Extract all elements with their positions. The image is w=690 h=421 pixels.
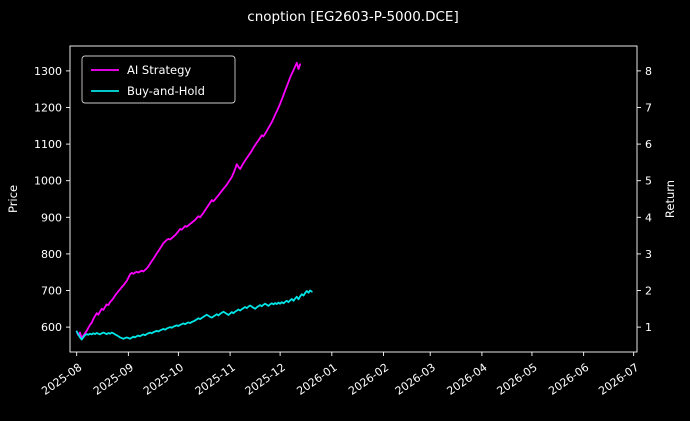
x-tick-label: 2025-12 bbox=[243, 361, 288, 398]
x-tick-label: 2026-06 bbox=[546, 361, 591, 398]
plot-area: 2025-08 2025-09 2025-10 2025-11 2025-12 2026-… bbox=[6, 45, 677, 398]
y-right-tick-label: 2 bbox=[645, 285, 652, 298]
legend-label: Buy-and-Hold bbox=[127, 84, 205, 98]
y-left-tick-label: 1100 bbox=[34, 138, 62, 151]
y-left-tick-label: 600 bbox=[41, 321, 62, 334]
y-axis-label-left: Price bbox=[6, 185, 20, 213]
x-tick-label: 2025-10 bbox=[141, 361, 186, 398]
x-tick-label: 2026-02 bbox=[346, 361, 391, 398]
y-left-tick-label: 900 bbox=[41, 211, 62, 224]
x-tick-label: 2026-01 bbox=[294, 361, 339, 398]
x-tick-label: 2025-09 bbox=[91, 361, 136, 398]
y-right-tick-label: 7 bbox=[645, 101, 652, 114]
x-tick-label: 2026-07 bbox=[596, 361, 641, 398]
y-right-tick-label: 3 bbox=[645, 248, 652, 261]
y-left-tick-label: 800 bbox=[41, 248, 62, 261]
y-left-tick-label: 1300 bbox=[34, 65, 62, 78]
y-axis-label-right: Return bbox=[663, 180, 677, 218]
chart-title: cnoption [EG2603-P-5000.DCE] bbox=[247, 9, 458, 25]
x-tick-label: 2026-04 bbox=[445, 361, 490, 398]
legend-box bbox=[81, 55, 236, 104]
x-tick-label: 2026-05 bbox=[495, 361, 540, 398]
y-left-tick-label: 1000 bbox=[34, 175, 62, 188]
y-right-tick-label: 5 bbox=[645, 175, 652, 188]
x-tick-label: 2026-03 bbox=[393, 361, 438, 398]
y-right-tick-label: 8 bbox=[645, 65, 652, 78]
y-right-tick-label: 6 bbox=[645, 138, 652, 151]
plot-spines bbox=[69, 45, 638, 353]
x-tick-label: 2025-08 bbox=[39, 361, 84, 398]
y-left-tick-label: 1200 bbox=[34, 101, 62, 114]
y-left-tick-label: 700 bbox=[41, 285, 62, 298]
x-tick-label: 2025-11 bbox=[193, 361, 238, 398]
series-line-buy-and-hold bbox=[75, 289, 313, 341]
series-line-ai-strategy bbox=[75, 61, 302, 340]
y-right-tick-label: 1 bbox=[645, 321, 652, 334]
legend-label: AI Strategy bbox=[127, 63, 191, 77]
y-right-tick-label: 4 bbox=[645, 211, 652, 224]
